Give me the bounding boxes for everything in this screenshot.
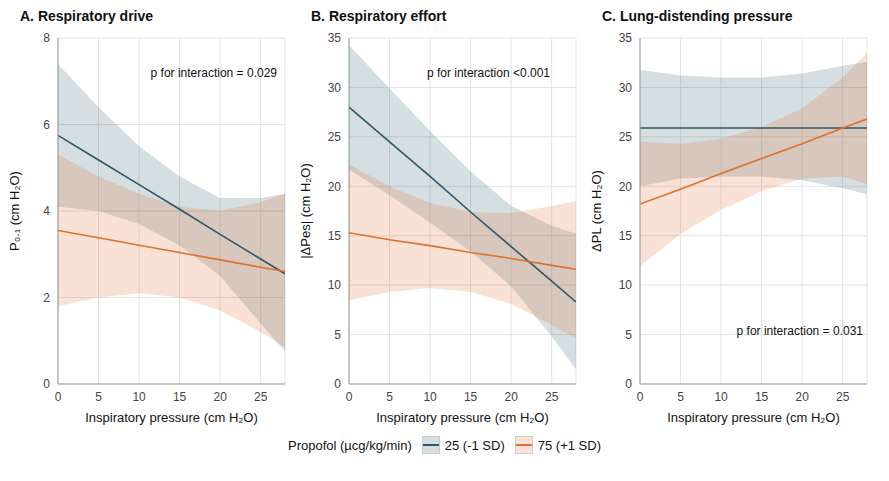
svg-text:|ΔPes| (cm H₂O): |ΔPes| (cm H₂O) xyxy=(299,163,313,259)
svg-text:15: 15 xyxy=(755,390,769,404)
svg-text:25: 25 xyxy=(619,130,633,144)
svg-text:5: 5 xyxy=(386,390,393,404)
svg-text:30: 30 xyxy=(328,81,342,95)
svg-text:25: 25 xyxy=(254,390,268,404)
html-text:p for interaction = 0.031: p for interaction = 0.031 xyxy=(736,324,863,338)
svg-text:6: 6 xyxy=(43,118,50,132)
html-text:p for interaction = 0.029: p for interaction = 0.029 xyxy=(150,66,277,80)
svg-text:15: 15 xyxy=(464,390,478,404)
html-text:Propofol (µcg/kg/min): Propofol (µcg/kg/min) xyxy=(288,437,412,453)
svg-text:2: 2 xyxy=(43,291,50,305)
svg-text:10: 10 xyxy=(714,390,728,404)
html-text:75 (+1 SD): 75 (+1 SD) xyxy=(537,437,601,453)
html-text:25 (-1 SD): 25 (-1 SD) xyxy=(444,437,505,453)
svg-text:0: 0 xyxy=(43,377,50,391)
svg-text:8: 8 xyxy=(43,31,50,45)
svg-text:ΔPL (cm H₂O): ΔPL (cm H₂O) xyxy=(590,170,604,252)
svg-text:Inspiratory pressure (cm H₂O): Inspiratory pressure (cm H₂O) xyxy=(376,410,549,425)
svg-text:10: 10 xyxy=(619,278,633,292)
svg-text:10: 10 xyxy=(328,278,342,292)
svg-text:0: 0 xyxy=(334,377,341,391)
svg-text:15: 15 xyxy=(619,229,633,243)
svg-text:0: 0 xyxy=(346,390,353,404)
svg-text:20: 20 xyxy=(795,390,809,404)
svg-text:15: 15 xyxy=(328,229,342,243)
html-text:B. Respiratory effort: B. Respiratory effort xyxy=(311,8,447,24)
svg-text:15: 15 xyxy=(173,390,187,404)
svg-text:20: 20 xyxy=(619,180,633,194)
svg-text:20: 20 xyxy=(328,180,342,194)
svg-text:4: 4 xyxy=(43,204,50,218)
svg-text:5: 5 xyxy=(95,390,102,404)
svg-text:20: 20 xyxy=(213,390,227,404)
svg-text:P₀.₁ (cm H₂O): P₀.₁ (cm H₂O) xyxy=(8,171,22,251)
svg-text:5: 5 xyxy=(677,390,684,404)
svg-text:30: 30 xyxy=(619,81,633,95)
svg-text:0: 0 xyxy=(55,390,62,404)
svg-text:0: 0 xyxy=(625,377,632,391)
html-text:A. Respiratory drive: A. Respiratory drive xyxy=(20,8,154,24)
svg-text:0: 0 xyxy=(637,390,644,404)
html-text:p for interaction <0.001: p for interaction <0.001 xyxy=(426,66,550,80)
svg-text:20: 20 xyxy=(504,390,518,404)
svg-text:5: 5 xyxy=(625,328,632,342)
svg-text:25: 25 xyxy=(836,390,850,404)
svg-text:35: 35 xyxy=(619,31,633,45)
svg-text:35: 35 xyxy=(328,31,342,45)
svg-text:10: 10 xyxy=(132,390,146,404)
svg-text:5: 5 xyxy=(334,328,341,342)
html-text:C. Lung-distending pressure: C. Lung-distending pressure xyxy=(602,8,793,24)
svg-text:25: 25 xyxy=(545,390,559,404)
svg-text:10: 10 xyxy=(423,390,437,404)
svg-text:Inspiratory pressure (cm H₂O): Inspiratory pressure (cm H₂O) xyxy=(667,410,840,425)
svg-text:Inspiratory pressure (cm H₂O): Inspiratory pressure (cm H₂O) xyxy=(85,410,258,425)
svg-text:25: 25 xyxy=(328,130,342,144)
